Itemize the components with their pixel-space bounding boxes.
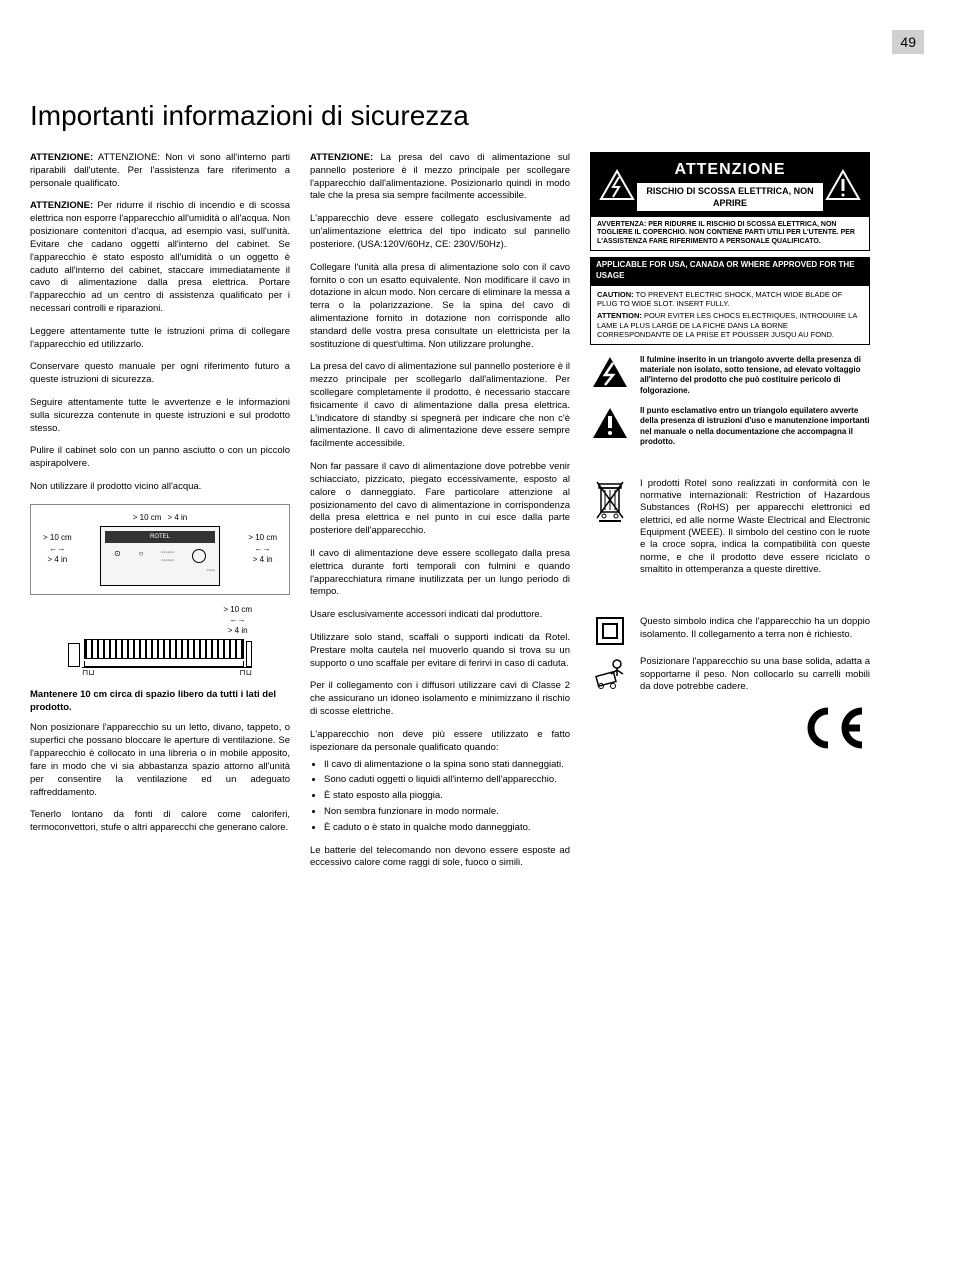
bolt-icon [590, 355, 630, 389]
dim-left: > 10 cm ←→ > 4 in [43, 533, 72, 565]
content-columns: ATTENZIONE: ATTENZIONE: Non vi sono all'… [30, 152, 924, 880]
col2-p11: Le batterie del telecomando non devono e… [310, 845, 570, 871]
insulation-text: Questo simbolo indica che l'apparecchio … [640, 616, 870, 641]
bullet-5: È caduto o è stato in qualche modo danne… [324, 822, 570, 835]
bullet-4: Non sembra funzionare in modo normale. [324, 806, 570, 819]
col2-p5: Non far passare il cavo di alimentazione… [310, 461, 570, 538]
exclamation-icon [590, 406, 630, 440]
col2-p7: Usare esclusivamente accessori indicati … [310, 609, 570, 622]
exclamation-text: Il punto esclamativo entro un triangolo … [640, 406, 870, 448]
clearance-diagram-side: > 10 cm ←→ > 4 in ⊓⊔⊓⊔ [30, 605, 290, 679]
bolt-explanation-row: Il fulmine inserito in un triangolo avve… [590, 355, 870, 397]
base-text: Posizionare l'apparecchio su una base so… [640, 656, 870, 693]
col1-p7: Non utilizzare il prodotto vicino all'ac… [30, 481, 290, 494]
cart-tip-icon [590, 656, 630, 690]
dim-right: > 10 cm ←→ > 4 in [248, 533, 277, 565]
col2-bullets: Il cavo di alimentazione o la spina sono… [310, 759, 570, 835]
col1-p8: Non posizionare l'apparecchio su un lett… [30, 722, 290, 799]
double-insulation-icon [590, 616, 630, 646]
col1-p2: ATTENZIONE: Per ridurre il rischio di in… [30, 200, 290, 315]
attenzione-subtitle: RISCHIO DI SCOSSA ELETTRICA, NON APRIRE [637, 183, 823, 211]
bullet-3: È stato esposto alla pioggia. [324, 790, 570, 803]
column-3: ATTENZIONE RISCHIO DI SCOSSA ELETTRICA, … [590, 152, 870, 880]
col2-p4: La presa del cavo di alimentazione sul p… [310, 361, 570, 451]
col2-p1: ATTENZIONE: La presa del cavo di aliment… [310, 152, 570, 203]
dim-left-in: > 4 in [47, 555, 67, 566]
bullet-1: Il cavo di alimentazione o la spina sono… [324, 759, 570, 772]
clearance-diagram-top: > 10 cm ←→ > 4 in > 10 cm > 4 in ROTEL ⊙… [30, 504, 290, 595]
dim-top-cm: > 10 cm [133, 513, 162, 524]
attenzione-box: ATTENZIONE RISCHIO DI SCOSSA ELETTRICA, … [590, 152, 870, 251]
dim-right-cm: > 10 cm [248, 533, 277, 544]
device-display: ROTEL [105, 531, 215, 543]
attention-fr: ATTENTION: POUR EVITER LES CHOCS ELECTRI… [597, 311, 863, 339]
shelf-dim-cm: > 10 cm [223, 605, 252, 616]
shelf-dim-in: > 4 in [228, 626, 248, 637]
device-illustration: ROTEL ⊙○ ◦◦◦◦◦◦◦◦◦◦◦◦ ◦◦◦◦ [100, 526, 220, 586]
col1-p9: Tenerlo lontano da fonti di calore come … [30, 809, 290, 835]
col1-p4: Conservare questo manuale per ogni rifer… [30, 361, 290, 387]
page-number: 49 [892, 30, 924, 54]
rohs-text: I prodotti Rotel sono realizzati in conf… [640, 478, 870, 577]
base-row: Posizionare l'apparecchio su una base so… [590, 656, 870, 693]
knob-icon [192, 549, 206, 563]
exclamation-triangle-icon [823, 167, 863, 203]
col1-p3: Leggere attentamente tutte le istruzioni… [30, 326, 290, 352]
col2-p9: Per il collegamento con i diffusori util… [310, 680, 570, 718]
dim-top-in: > 4 in [167, 513, 187, 524]
column-1: ATTENZIONE: ATTENZIONE: Non vi sono all'… [30, 152, 290, 880]
col1-p6: Pulire il cabinet solo con un panno asci… [30, 445, 290, 471]
attenzione-title: ATTENZIONE [637, 159, 823, 181]
column-2: ATTENZIONE: La presa del cavo di aliment… [310, 152, 570, 880]
weee-bin-icon [590, 478, 630, 522]
col2-p2: L'apparecchio deve essere collegato escl… [310, 213, 570, 251]
insulation-row: Questo simbolo indica che l'apparecchio … [590, 616, 870, 646]
col1-p5: Seguire attentamente tutte le avvertenze… [30, 397, 290, 435]
bolt-text: Il fulmine inserito in un triangolo avve… [640, 355, 870, 397]
bullet-2: Sono caduti oggetti o liquidi all'intern… [324, 774, 570, 787]
bolt-triangle-icon [597, 167, 637, 203]
page-title: Importanti informazioni di sicurezza [30, 100, 924, 132]
col2-p10: L'apparecchio non deve più essere utiliz… [310, 729, 570, 755]
col2-p8: Utilizzare solo stand, scaffali o suppor… [310, 632, 570, 670]
dim-right-in: > 4 in [253, 555, 273, 566]
plug-caution-box: CAUTION: TO PREVENT ELECTRIC SHOCK, MATC… [590, 285, 870, 345]
col1-p1: ATTENZIONE: ATTENZIONE: Non vi sono all'… [30, 152, 290, 190]
exclamation-explanation-row: Il punto esclamativo entro un triangolo … [590, 406, 870, 448]
col1-subhead: Mantenere 10 cm circa di spazio libero d… [30, 689, 290, 715]
rohs-row: I prodotti Rotel sono realizzati in conf… [590, 478, 870, 577]
attenzione-body: AVVERTENZA: PER RIDURRE IL RISCHIO DI SC… [591, 217, 869, 250]
dim-left-cm: > 10 cm [43, 533, 72, 544]
caution-en: CAUTION: TO PREVENT ELECTRIC SHOCK, MATC… [597, 290, 863, 309]
ce-mark [590, 703, 870, 767]
col2-p6: Il cavo di alimentazione deve essere sco… [310, 548, 570, 599]
usa-canada-bar: APPLICABLE FOR USA, CANADA OR WHERE APPR… [590, 257, 870, 285]
col2-p3: Collegare l'unità alla presa di alimenta… [310, 262, 570, 352]
